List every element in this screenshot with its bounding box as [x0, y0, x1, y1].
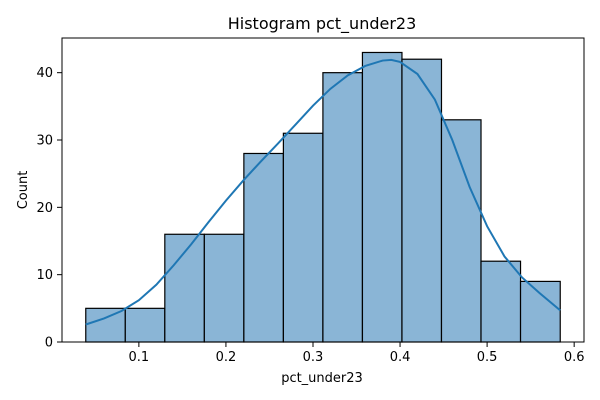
histogram-bar — [519, 280, 561, 343]
y-tick-label: 0 — [45, 336, 53, 351]
x-tick-label: 0.3 — [303, 350, 324, 365]
y-tick-label: 20 — [36, 201, 53, 216]
x-tick-label: 0.6 — [564, 350, 585, 365]
x-tick-label: 0.2 — [216, 350, 237, 365]
histogram-bar — [203, 233, 245, 343]
histogram-bar — [322, 72, 364, 343]
histogram-bar — [282, 132, 324, 343]
histogram-bar — [243, 152, 284, 343]
chart-title: Histogram pct_under23 — [228, 14, 417, 34]
bars-group — [85, 51, 561, 343]
histogram-bar — [164, 233, 205, 343]
histogram-bar — [85, 307, 126, 343]
x-tick-label: 0.4 — [390, 350, 411, 365]
x-tick-label: 0.5 — [477, 350, 498, 365]
y-tick-label: 10 — [36, 268, 53, 283]
plot-frame — [61, 37, 585, 343]
x-axis-label: pct_under23 — [281, 371, 363, 386]
histogram-bar — [361, 51, 403, 343]
x-tick-label: 0.1 — [129, 350, 150, 365]
y-axis-label: Count — [16, 171, 31, 210]
x-ticks: 0.1 0.2 0.3 0.4 0.5 0.6 — [129, 342, 585, 365]
y-ticks: 0 10 20 30 40 — [36, 66, 62, 351]
histogram-bar — [440, 119, 482, 343]
y-tick-label: 40 — [36, 66, 53, 81]
y-tick-label: 30 — [36, 134, 53, 149]
histogram-bar — [124, 307, 166, 343]
histogram-bar — [480, 260, 522, 343]
kde-curve — [85, 58, 561, 326]
